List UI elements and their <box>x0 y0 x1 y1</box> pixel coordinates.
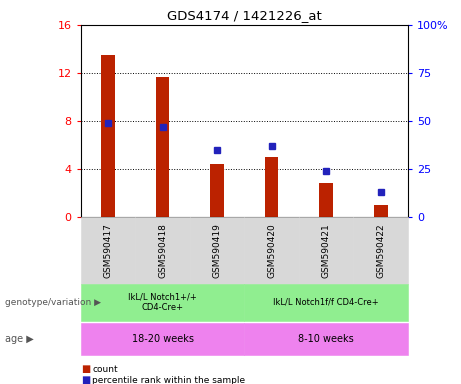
Bar <box>101 55 115 217</box>
Text: IkL/L Notch1+/+
CD4-Cre+: IkL/L Notch1+/+ CD4-Cre+ <box>128 293 197 312</box>
Text: 18-20 weeks: 18-20 weeks <box>131 334 194 344</box>
Text: GSM590422: GSM590422 <box>376 223 385 278</box>
Bar <box>265 157 278 217</box>
Bar <box>210 164 224 217</box>
Text: IkL/L Notch1f/f CD4-Cre+: IkL/L Notch1f/f CD4-Cre+ <box>273 298 379 307</box>
Text: GSM590421: GSM590421 <box>322 223 331 278</box>
Bar <box>319 184 333 217</box>
Text: GSM590419: GSM590419 <box>213 223 222 278</box>
Text: ■: ■ <box>81 364 90 374</box>
Bar <box>374 205 388 217</box>
Text: percentile rank within the sample: percentile rank within the sample <box>92 376 245 384</box>
Text: GSM590418: GSM590418 <box>158 223 167 278</box>
Title: GDS4174 / 1421226_at: GDS4174 / 1421226_at <box>167 9 322 22</box>
Text: ■: ■ <box>81 375 90 384</box>
Text: genotype/variation ▶: genotype/variation ▶ <box>5 298 100 307</box>
Text: GSM590420: GSM590420 <box>267 223 276 278</box>
Text: GSM590417: GSM590417 <box>103 223 112 278</box>
Bar <box>156 76 169 217</box>
Text: age ▶: age ▶ <box>5 334 33 344</box>
Text: count: count <box>92 365 118 374</box>
Text: 8-10 weeks: 8-10 weeks <box>298 334 354 344</box>
